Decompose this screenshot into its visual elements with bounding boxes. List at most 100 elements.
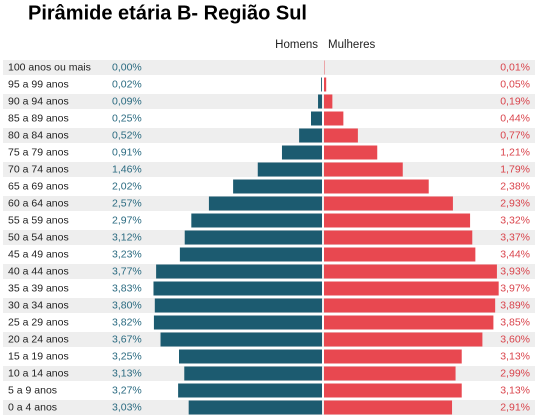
bar [208, 196, 322, 211]
bar [324, 77, 327, 92]
value-label: 3,13% [500, 350, 530, 362]
value-label: 0,52% [112, 129, 142, 141]
bar [324, 128, 358, 143]
bar [179, 247, 322, 262]
value-label: 0,05% [500, 78, 530, 90]
row-stripe [3, 128, 535, 143]
bar [324, 315, 494, 330]
bar [311, 111, 322, 126]
legend-entry: Mulheres [328, 39, 376, 51]
category-label: 85 a 89 anos [8, 112, 69, 124]
bar [324, 179, 429, 194]
category-label: 10 a 14 anos [8, 367, 69, 379]
category-label: 30 a 34 anos [8, 299, 69, 311]
bar [178, 383, 322, 398]
category-label: 95 a 99 anos [8, 78, 69, 90]
category-label: 70 a 74 anos [8, 163, 69, 175]
value-label: 2,57% [112, 197, 142, 209]
value-label: 0,91% [112, 146, 142, 158]
bar [324, 264, 497, 279]
value-label: 3,12% [112, 231, 142, 243]
bar [153, 281, 322, 296]
value-label: 1,79% [500, 163, 530, 175]
bar [324, 383, 462, 398]
row-stripe [3, 60, 535, 75]
value-label: 0,19% [500, 95, 530, 107]
bar [191, 213, 322, 228]
row-stripe [3, 94, 535, 109]
category-label: 40 a 44 anos [8, 265, 69, 277]
category-label: 0 a 4 anos [8, 401, 57, 413]
value-label: 1,46% [112, 163, 142, 175]
value-label: 2,97% [112, 214, 142, 226]
bar [324, 145, 378, 160]
bar [324, 349, 462, 364]
value-label: 0,09% [112, 95, 142, 107]
value-label: 3,60% [500, 333, 530, 345]
value-label: 0,77% [500, 129, 530, 141]
bar [153, 315, 322, 330]
bar [324, 281, 499, 296]
value-label: 1,21% [500, 146, 530, 158]
bar [324, 366, 456, 381]
chart-title: Pirâmide etária B- Região Sul [28, 2, 307, 24]
bar [324, 332, 483, 347]
bar [154, 298, 322, 313]
value-label: 3,44% [500, 248, 530, 260]
legend-entry: Homens [275, 39, 318, 51]
bar [324, 298, 496, 313]
bar [324, 111, 344, 126]
value-label: 0,01% [500, 61, 530, 73]
category-label: 5 a 9 anos [8, 384, 57, 396]
bar [160, 332, 322, 347]
bar [324, 94, 333, 109]
bar [324, 213, 471, 228]
value-label: 2,93% [500, 197, 530, 209]
value-label: 2,38% [500, 180, 530, 192]
bar [324, 162, 403, 177]
value-label: 3,82% [112, 316, 142, 328]
category-label: 75 a 79 anos [8, 146, 69, 158]
bar [299, 128, 322, 143]
value-label: 0,44% [500, 112, 530, 124]
value-label: 2,91% [500, 401, 530, 413]
category-label: 100 anos ou mais [8, 61, 91, 73]
value-label: 3,97% [500, 282, 530, 294]
bar [281, 145, 322, 160]
value-label: 3,27% [112, 384, 142, 396]
value-label: 3,32% [500, 214, 530, 226]
value-label: 3,67% [112, 333, 142, 345]
value-label: 3,25% [112, 350, 142, 362]
value-label: 3,13% [112, 367, 142, 379]
value-label: 3,03% [112, 401, 142, 413]
bar [184, 230, 322, 245]
value-label: 3,93% [500, 265, 530, 277]
bar [257, 162, 322, 177]
value-label: 3,89% [500, 299, 530, 311]
bar [188, 400, 322, 415]
bar [324, 400, 453, 415]
value-label: 3,80% [112, 299, 142, 311]
value-label: 3,77% [112, 265, 142, 277]
category-label: 35 a 39 anos [8, 282, 69, 294]
bar [233, 179, 322, 194]
bar [324, 230, 473, 245]
value-label: 3,37% [500, 231, 530, 243]
value-label: 3,13% [500, 384, 530, 396]
value-label: 0,02% [112, 78, 142, 90]
bar [156, 264, 322, 279]
value-label: 0,00% [112, 61, 142, 73]
category-label: 60 a 64 anos [8, 197, 69, 209]
value-label: 0,25% [112, 112, 142, 124]
bar [324, 196, 453, 211]
bar [318, 94, 322, 109]
bar [324, 247, 476, 262]
value-label: 2,02% [112, 180, 142, 192]
bar [184, 366, 322, 381]
value-label: 3,23% [112, 248, 142, 260]
category-label: 65 a 69 anos [8, 180, 69, 192]
category-label: 25 a 29 anos [8, 316, 69, 328]
bar [179, 349, 322, 364]
value-label: 3,83% [112, 282, 142, 294]
